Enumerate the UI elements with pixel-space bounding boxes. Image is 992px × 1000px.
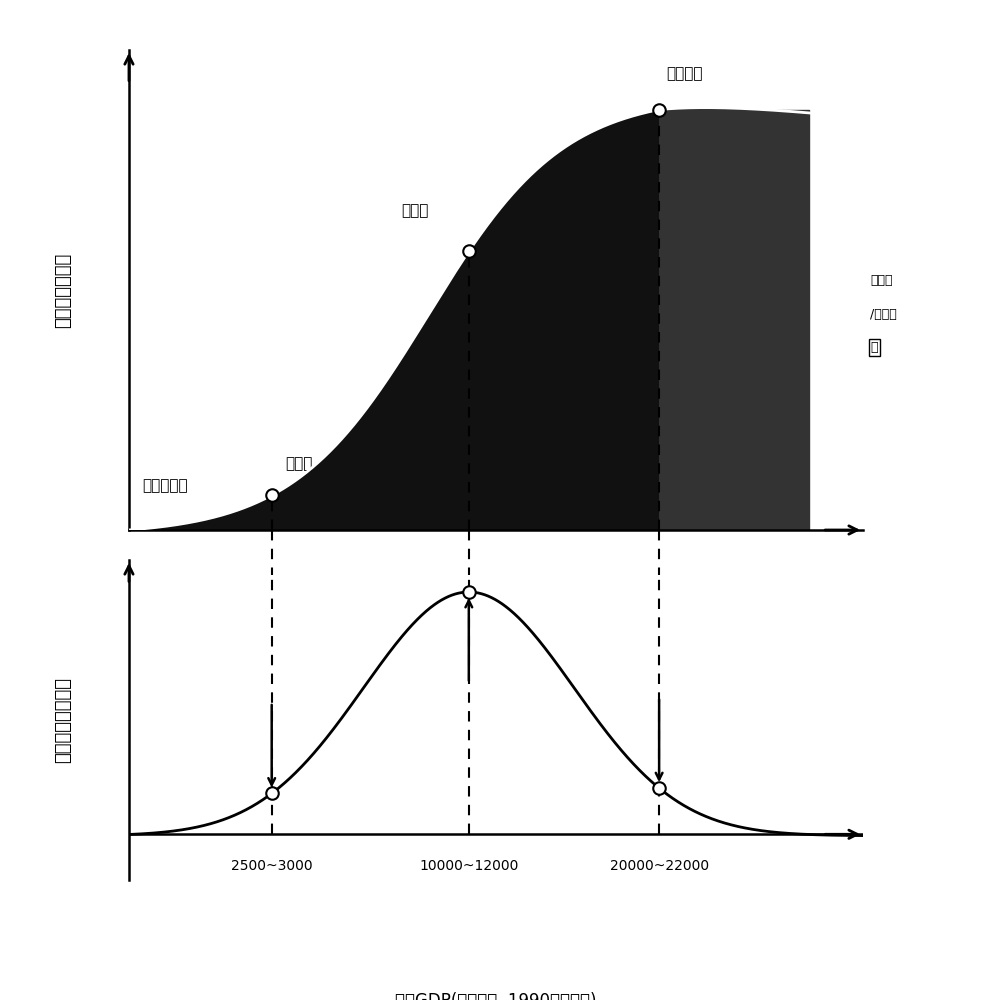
Text: 缓慢增长区: 缓慢增长区 xyxy=(143,478,188,493)
Text: 20000~22000: 20000~22000 xyxy=(609,859,708,873)
Text: 2500~3000: 2500~3000 xyxy=(231,859,312,873)
Text: 10000~12000: 10000~12000 xyxy=(420,859,519,873)
Text: 人均能源消费增速: 人均能源消费增速 xyxy=(54,677,71,763)
Text: 人均能源消费量: 人均能源消费量 xyxy=(54,252,71,328)
Text: 人均GDP(盖凯美元, 1990年不变价): 人均GDP(盖凯美元, 1990年不变价) xyxy=(395,992,597,1000)
Text: 零耗能: 零耗能 xyxy=(870,274,893,287)
Text: /负电耗: /负电耗 xyxy=(870,308,897,320)
Text: 转折点: 转折点 xyxy=(401,203,429,218)
Text: 零增长点: 零增长点 xyxy=(666,66,702,81)
Text: 区: 区 xyxy=(870,341,878,354)
Text: 起飞点: 起飞点 xyxy=(286,456,312,471)
